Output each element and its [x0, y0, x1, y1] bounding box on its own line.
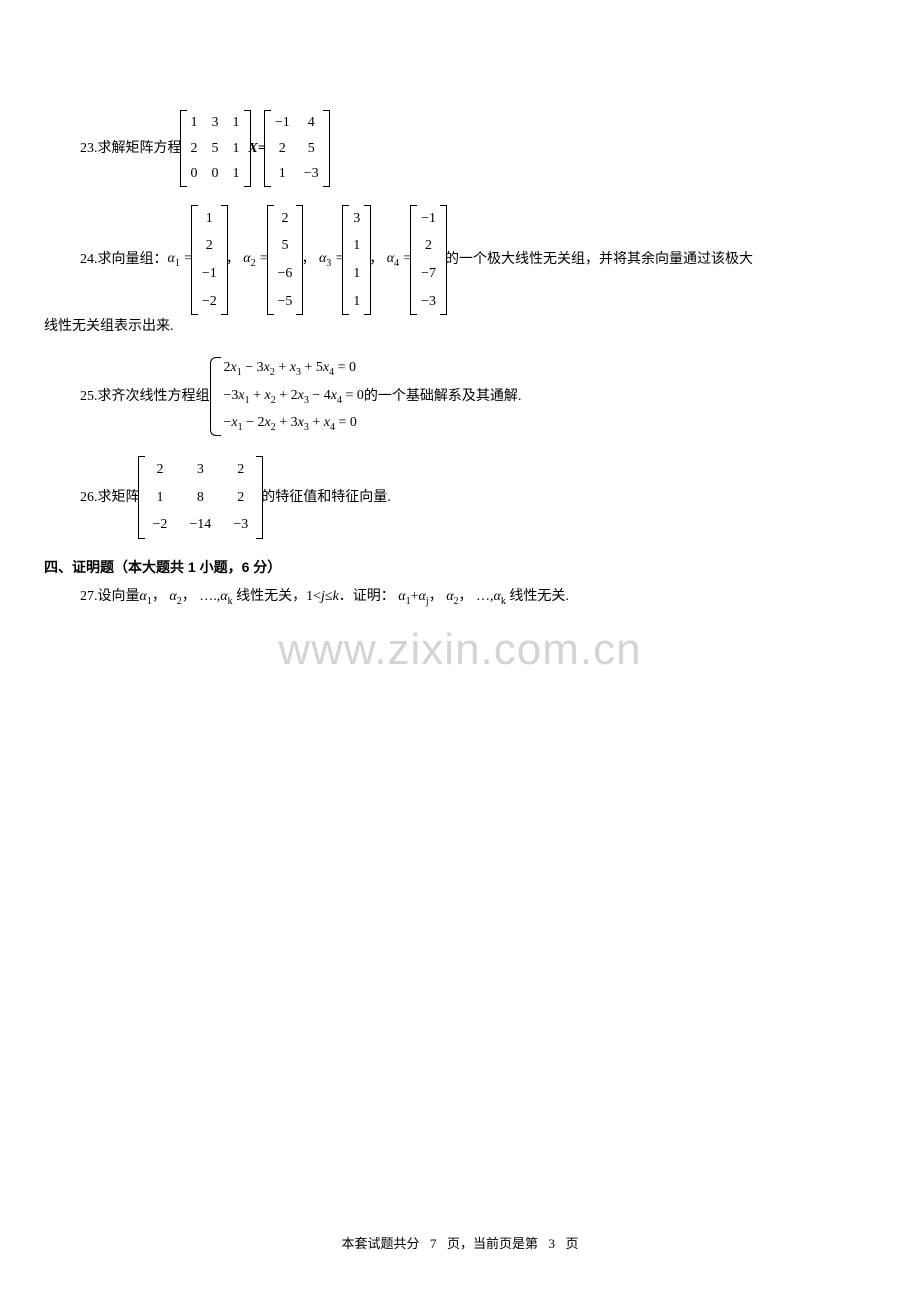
comma: ， — [369, 250, 387, 270]
problem-27: 27.设向量α1， α2， ….,αk 线性无关，1<j≤k．证明： α1+αj… — [80, 587, 876, 609]
p26-prefix: 26.求矩阵 — [80, 488, 140, 508]
comma: ， — [301, 250, 319, 270]
p23-prefix: 23.求解矩阵方程 — [80, 139, 182, 159]
alpha1-label: α1 = — [168, 249, 193, 271]
p24-vec1: 12−1−2 — [195, 205, 224, 315]
p27-text: 27.设向量α1， α2， ….,αk 线性无关，1<j≤k．证明： α1+αj… — [80, 589, 569, 604]
p23-matrix-a: 131 251 001 — [184, 110, 247, 187]
p25-suffix: 的一个基础解系及其通解. — [364, 387, 522, 407]
p24-prefix: 24.求向量组： — [80, 250, 168, 270]
comma: ， — [226, 250, 244, 270]
p24-vec2: 25−6−5 — [271, 205, 300, 315]
footer-t1: 本套试题共分 — [341, 1236, 419, 1251]
problem-24: 24.求向量组： α1 = 12−1−2 ， α2 = 25−6−5 ， α3 … — [44, 205, 876, 337]
p25-eq2: −3x1 + x2 + 2x3 − 4x4 = 0 — [224, 383, 364, 411]
footer-total: 7 — [430, 1236, 437, 1251]
p25-system: 2x1 − 3x2 + x3 + 5x4 = 0 −3x1 + x2 + 2x3… — [210, 355, 364, 438]
footer-t3: 页 — [566, 1236, 579, 1251]
p26-matrix: 232 182 −2−14−3 — [142, 456, 260, 539]
alpha4-label: α4 = — [387, 249, 412, 271]
p24-line2: 线性无关组表示出来. — [44, 317, 876, 337]
alpha3-label: α3 = — [319, 249, 344, 271]
watermark-text: www.zixin.com.cn — [278, 625, 641, 675]
p24-suffix: 的一个极大线性无关组，并将其余向量通过该极大 — [445, 250, 753, 270]
p24-vec3: 3111 — [346, 205, 367, 315]
footer-cur: 3 — [549, 1236, 556, 1251]
alpha2-label: α2 = — [243, 249, 268, 271]
p26-suffix: 的特征值和特征向量. — [261, 488, 391, 508]
problem-23: 23.求解矩阵方程 131 251 001 X= −14 25 1−3 — [80, 110, 876, 187]
page-content: 23.求解矩阵方程 131 251 001 X= −14 25 1−3 24.求… — [0, 0, 920, 609]
p25-eq1: 2x1 − 3x2 + x3 + 5x4 = 0 — [224, 355, 364, 383]
problem-26: 26.求矩阵 232 182 −2−14−3 的特征值和特征向量. — [80, 456, 876, 539]
section-4-heading: 四、证明题（本大题共 1 小题，6 分） — [44, 557, 876, 577]
problem-25: 25.求齐次线性方程组 2x1 − 3x2 + x3 + 5x4 = 0 −3x… — [80, 355, 876, 438]
page-footer: 本套试题共分 7 页，当前页是第 3 页 — [0, 1233, 920, 1252]
p23-matrix-b: −14 25 1−3 — [268, 110, 326, 187]
footer-t2: 页，当前页是第 — [447, 1236, 538, 1251]
p25-eq3: −x1 − 2x2 + 3x3 + x4 = 0 — [224, 410, 364, 438]
p24-vec4: −12−7−3 — [414, 205, 443, 315]
p25-prefix: 25.求齐次线性方程组 — [80, 387, 210, 407]
